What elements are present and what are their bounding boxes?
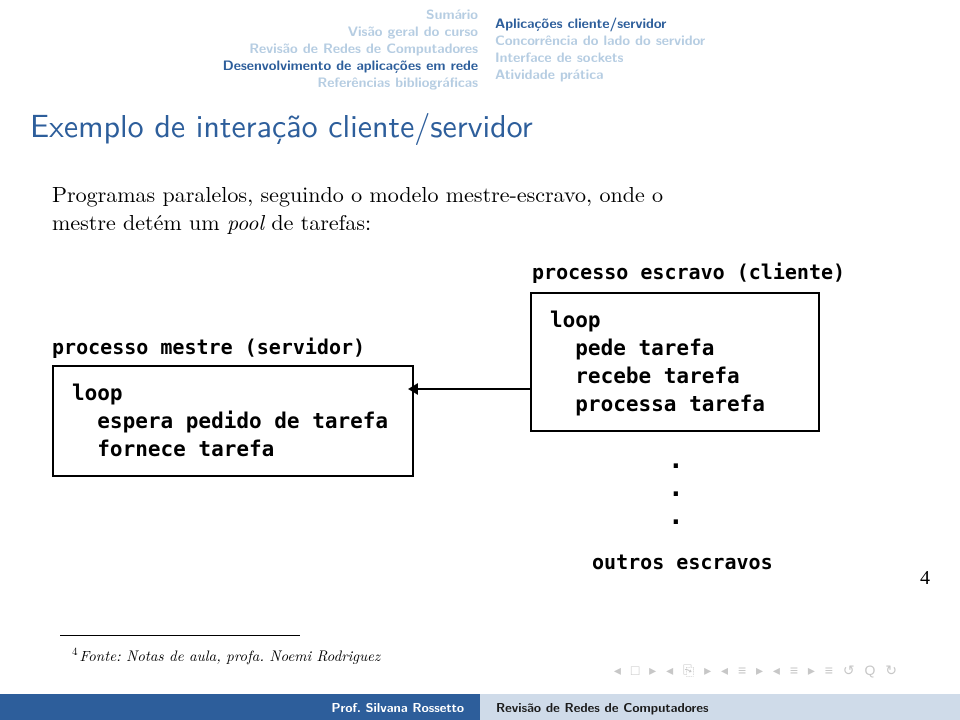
box-mestre: loop espera pedido de tarefa fornece tar… <box>52 365 414 477</box>
body-line2-pre: mestre detém um <box>52 206 227 237</box>
header-nav: Sumário Visão geral do curso Revisão de … <box>0 6 960 90</box>
box-mestre-line-3: fornece tarefa <box>72 435 394 463</box>
box-escravo-line-4: processa tarefa <box>550 390 800 418</box>
beamer-nav-symbols[interactable]: ◂ □ ▸ ◂ ⎘ ▸ ◂ ≡ ▸ ◂ ≡ ▸ ≡ ↺ Q ↻ <box>614 662 900 679</box>
footline: Prof. Silvana Rossetto Revisão de Redes … <box>0 694 960 720</box>
box-mestre-line-2: espera pedido de tarefa <box>72 407 394 435</box>
nav-sections-left: Sumário Visão geral do curso Revisão de … <box>223 6 478 91</box>
footnote-mark: 4 <box>72 644 80 659</box>
label-outros-escravos: outros escravos <box>592 550 773 574</box>
label-processo-escravo: processo escravo (cliente) <box>532 260 845 284</box>
box-escravo-line-2: pede tarefa <box>550 334 800 362</box>
box-mestre-line-1: loop <box>72 379 394 407</box>
box-escravo-line-3: recebe tarefa <box>550 362 800 390</box>
nav-item-referencias[interactable]: Referências bibliográficas <box>223 74 478 91</box>
box-escravo: loop pede tarefa recebe tarefa processa … <box>530 292 820 432</box>
footnote-text: Fonte: Notas de aula, profa. Noemi Rodri… <box>80 645 381 666</box>
dots-vertical: ... <box>668 446 684 530</box>
label-processo-mestre: processo mestre (servidor) <box>52 335 365 359</box>
arrow-escravo-to-mestre <box>416 388 530 390</box>
body-line1: Programas paralelos, seguindo o modelo m… <box>52 178 663 209</box>
nav-sub-atividade[interactable]: Atividade prática <box>495 66 705 83</box>
footline-title: Revisão de Redes de Computadores <box>480 694 960 720</box>
body-text: Programas paralelos, seguindo o modelo m… <box>52 180 902 236</box>
nav-subsections-right: Aplicações cliente/servidor Concorrência… <box>495 15 705 83</box>
footnote: 4Fonte: Notas de aula, profa. Noemi Rodr… <box>72 644 380 666</box>
body-line2-em: pool <box>227 206 264 237</box>
footnote-rule <box>60 635 300 636</box>
frame-title: Exemplo de interação cliente/servidor <box>30 100 533 147</box>
box-escravo-line-1: loop <box>550 306 800 334</box>
diagram: processo mestre (servidor) processo escr… <box>52 260 912 580</box>
slide: Sumário Visão geral do curso Revisão de … <box>0 0 960 720</box>
footline-author: Prof. Silvana Rossetto <box>0 694 480 720</box>
body-line2-post: de tarefas: <box>264 206 371 237</box>
footnote-ref-4: 4 <box>920 567 930 590</box>
